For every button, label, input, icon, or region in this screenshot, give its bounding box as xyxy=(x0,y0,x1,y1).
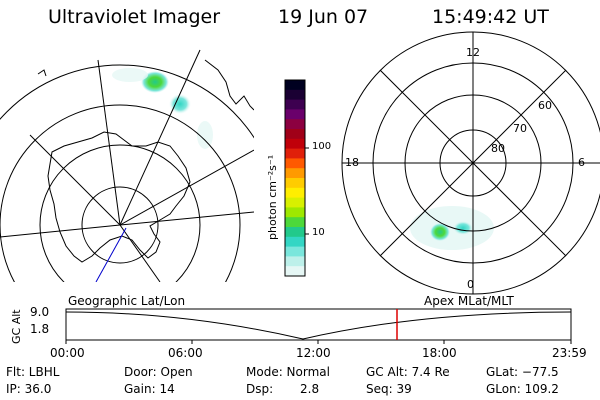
colorbar-cell xyxy=(285,129,305,140)
mlat-label-60: 60 xyxy=(538,99,552,112)
colorbar-cell xyxy=(285,197,305,208)
mlt-label-0: 0 xyxy=(467,278,474,291)
mlat-label-80: 80 xyxy=(491,142,505,155)
timeline-left-label: Geographic Lat/Lon xyxy=(68,294,186,308)
filter-status: Flt: LBHL xyxy=(6,365,60,379)
colorbar-tick-100: 100 xyxy=(312,141,332,152)
antarctica-outline xyxy=(47,131,191,263)
timeline-y-tick-low: 1.8 xyxy=(30,322,50,336)
colorbar-cell xyxy=(285,99,305,110)
timeline-right-label: Apex MLat/MLT xyxy=(424,294,514,308)
ip-status: IP: 36.0 xyxy=(6,382,52,396)
mlt-label-6: 6 xyxy=(578,156,585,169)
timeline-x-tick-0000: 00:00 xyxy=(50,346,85,360)
colorbar-units-label: photon cm⁻²s⁻¹ xyxy=(266,154,279,240)
latitude-circles xyxy=(0,64,254,282)
colorbar-cell xyxy=(285,246,305,257)
colorbar-cell xyxy=(285,148,305,159)
colorbar-tick-10: 10 xyxy=(312,227,325,238)
altitude-timeline xyxy=(65,308,572,344)
colorbar-cell xyxy=(285,80,305,91)
colorbar-cell xyxy=(285,168,305,179)
gain-status: Gain: 14 xyxy=(124,382,175,396)
date-label: 19 Jun 07 xyxy=(278,6,369,28)
meridians xyxy=(0,49,254,282)
coastline-nw xyxy=(37,69,47,77)
gc-alt-status: GC Alt: 7.4 Re xyxy=(366,365,450,379)
aurora-emission-left xyxy=(112,68,213,149)
timeline-y-axis-label: GC Alt xyxy=(10,309,23,344)
color-bar xyxy=(284,79,309,277)
colorbar-cell xyxy=(285,138,305,150)
satellite-track xyxy=(95,227,127,282)
colorbar-cell xyxy=(285,89,305,101)
colorbar-cell xyxy=(285,227,305,238)
mode-status: Mode: Normal xyxy=(246,365,330,379)
colorbar-cell xyxy=(285,158,305,169)
mlt-label-18: 18 xyxy=(345,156,359,169)
timeline-x-tick-0600: 06:00 xyxy=(168,346,203,360)
colorbar-cell xyxy=(285,178,305,189)
mlat-label-70: 70 xyxy=(513,122,527,135)
time-label: 15:49:42 UT xyxy=(432,6,549,28)
colorbar-cell xyxy=(285,187,305,199)
timeline-y-tick-high: 9.0 xyxy=(30,305,50,319)
coastline-ne xyxy=(204,59,254,111)
mlt-dial xyxy=(341,31,600,295)
colorbar-cell xyxy=(285,256,305,267)
colorbar-cell xyxy=(285,119,305,130)
dsp-value: 2.8 xyxy=(300,382,320,396)
dsp-label: Dsp: xyxy=(246,382,274,396)
timeline-x-tick-2359: 23:59 xyxy=(552,346,587,360)
mlt-label-12: 12 xyxy=(466,46,480,59)
timeline-x-tick-1200: 12:00 xyxy=(296,346,331,360)
colorbar-cell xyxy=(285,266,305,277)
geo-lat-status: GLat: −77.5 xyxy=(486,365,559,379)
instrument-title: Ultraviolet Imager xyxy=(48,6,221,28)
timeline-x-tick-1800: 18:00 xyxy=(422,346,457,360)
colorbar-cell xyxy=(285,109,305,120)
colorbar-cell xyxy=(285,217,305,228)
colorbar-cell xyxy=(285,207,305,218)
geographic-map xyxy=(0,49,254,282)
altitude-curve xyxy=(65,311,572,340)
colorbar-cell xyxy=(285,236,305,248)
geo-lon-status: GLon: 109.2 xyxy=(486,382,559,396)
door-status: Door: Open xyxy=(124,365,193,379)
sequence-status: Seq: 39 xyxy=(366,382,412,396)
